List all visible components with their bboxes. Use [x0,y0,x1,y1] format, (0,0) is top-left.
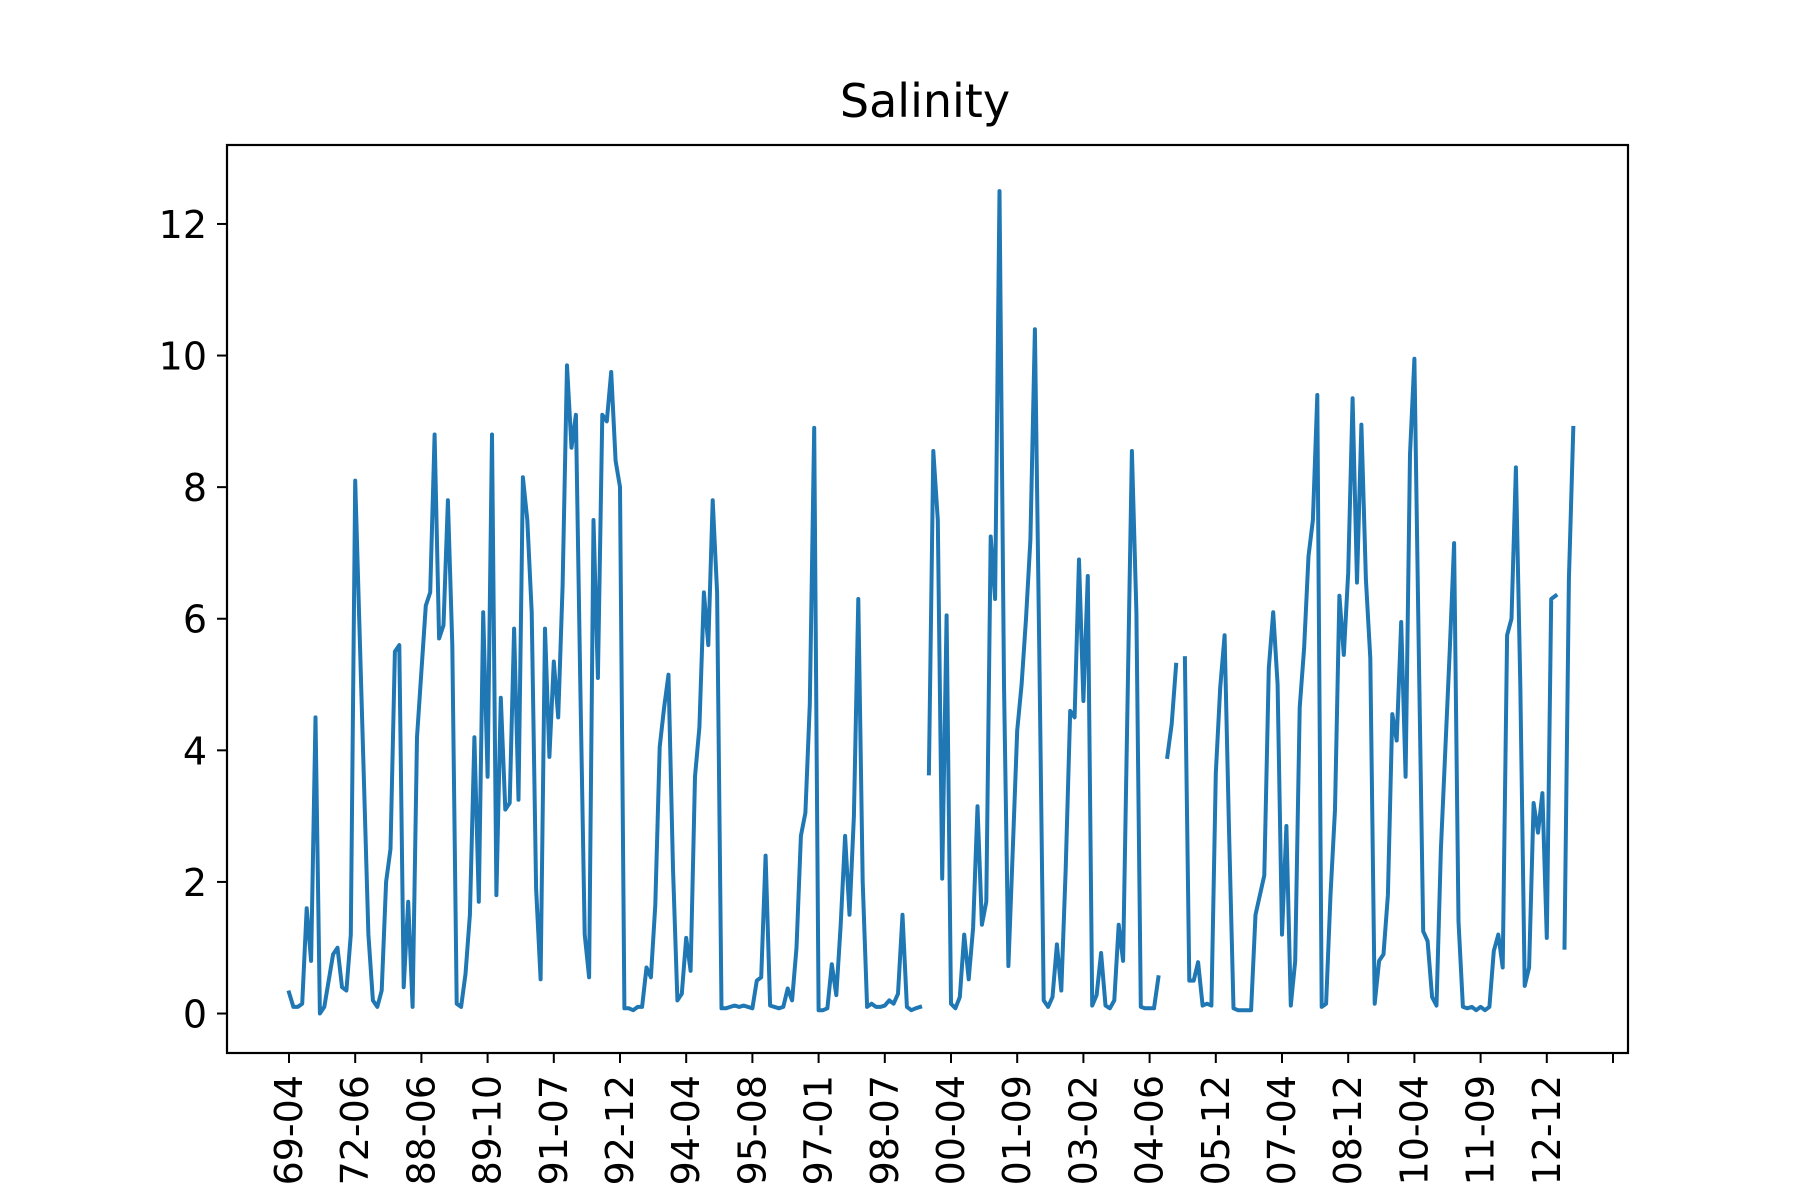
x-tick-label: 72-06 [333,1075,377,1185]
y-axis: 0 2 4 6 8 10 12 [159,203,227,1037]
x-axis: 69-04 72-06 88-06 89-10 91-07 92-12 94-04 95-08… [267,1053,1614,1185]
x-tick-label: 07-04 [1260,1075,1304,1185]
series-line [1165,662,1179,760]
series-line [926,189,1161,1011]
y-tick-label: 2 [183,861,207,905]
x-tick-label: 12-12 [1525,1075,1569,1185]
y-tick-label: 12 [159,203,207,247]
y-tick-label: 6 [183,598,207,642]
x-tick-label: 10-04 [1392,1075,1436,1185]
y-tick-label: 0 [183,993,207,1037]
y-tick-label: 8 [183,466,207,510]
chart-title: Salinity [840,74,1010,128]
x-tick-label: 97-01 [797,1075,841,1185]
x-tick-label: 94-04 [664,1075,708,1185]
x-tick-label: 08-12 [1326,1075,1370,1185]
plot-area-frame [225,143,1630,1055]
x-tick-label: 95-08 [730,1075,774,1185]
y-tick-label: 10 [159,335,207,379]
x-tick-label: 00-04 [929,1075,973,1185]
series-line [1562,425,1576,950]
x-tick-label: 01-09 [995,1075,1039,1185]
x-tick-label: 05-12 [1194,1075,1238,1185]
x-tick-label: 91-07 [532,1075,576,1185]
series-line [1182,356,1559,1013]
x-tick-label: 88-06 [399,1075,443,1185]
x-tick-label: 98-07 [863,1075,907,1185]
x-tick-label: 03-02 [1061,1075,1105,1185]
x-tick-label: 69-04 [267,1075,311,1185]
x-tick-label: 04-06 [1128,1075,1172,1185]
y-tick-label: 4 [183,729,207,773]
x-tick-label: 92-12 [598,1075,642,1185]
x-tick-label: 89-10 [466,1075,510,1185]
series-line [286,363,923,1016]
series-layer [286,189,1576,1016]
x-tick-label: 11-09 [1459,1075,1503,1185]
